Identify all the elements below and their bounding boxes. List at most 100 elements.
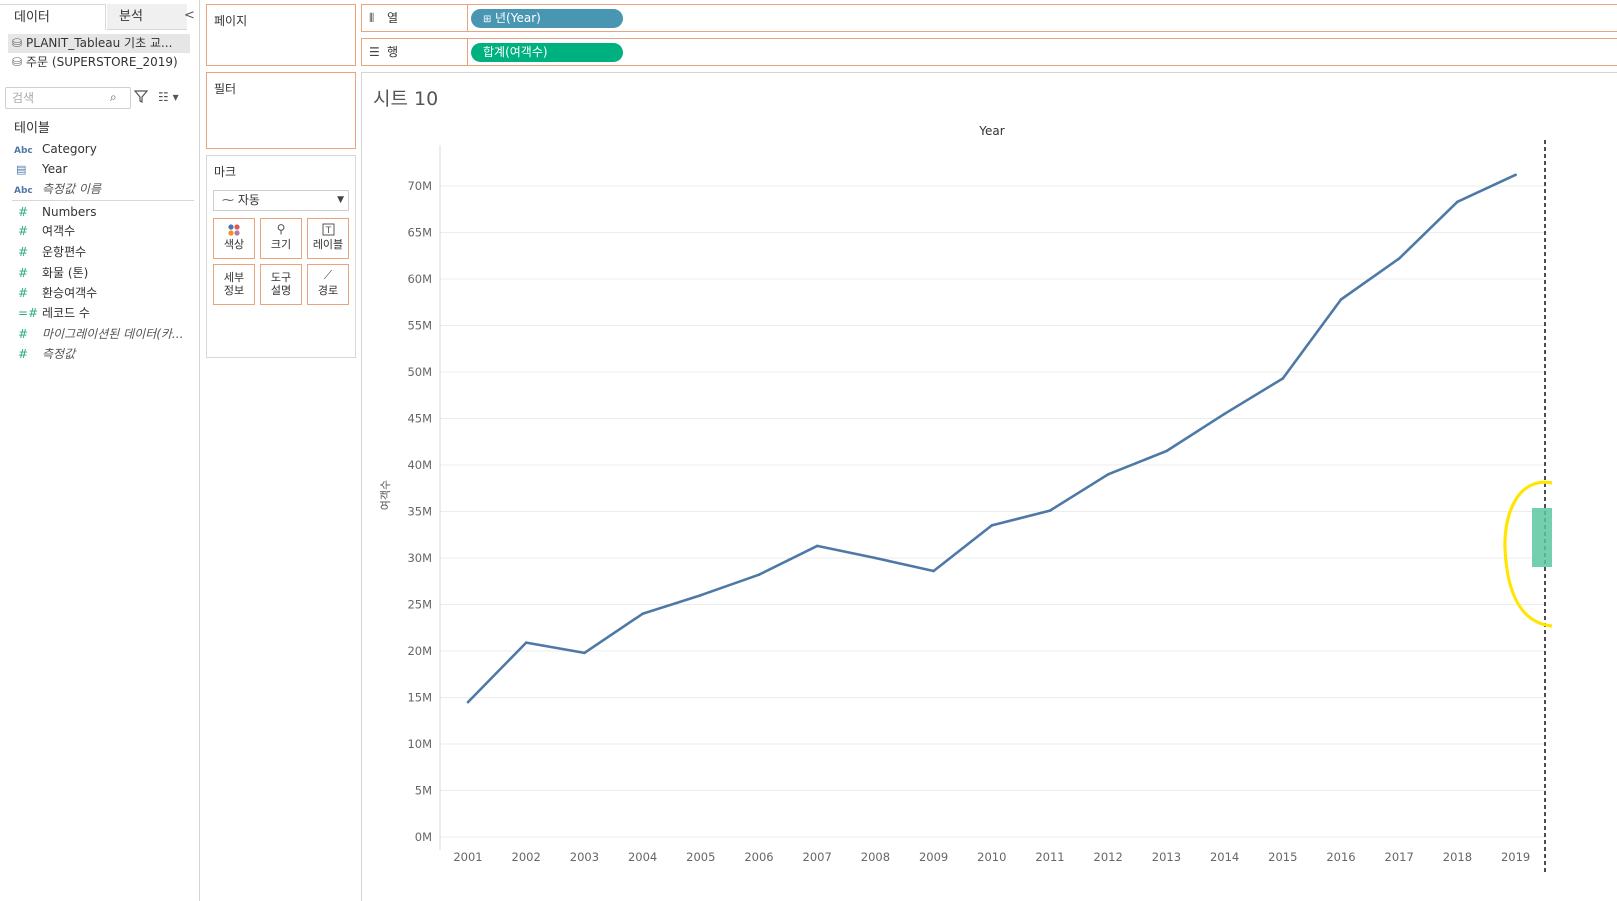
- color-button[interactable]: 색상: [213, 218, 255, 259]
- marks-title: 마크: [214, 165, 237, 179]
- line-chart[interactable]: Year 0M 5M 10M 15M 20M 25M 30M 35M 40M 45M 50M 55M 6…: [362, 115, 1612, 875]
- detail-button[interactable]: 세부 정보: [213, 264, 255, 305]
- data-point[interactable]: [1456, 200, 1459, 204]
- sheet-title[interactable]: 시트 10: [373, 88, 439, 110]
- mark-type-dropdown[interactable]: ⁓ 자동 ▼: [213, 190, 349, 211]
- string-type-icon: Abc: [14, 146, 33, 156]
- field-item[interactable]: ▤ Year: [14, 159, 194, 179]
- pages-shelf[interactable]: 페이지: [206, 4, 356, 66]
- y-tick-label: 20M: [407, 644, 432, 658]
- datasource-label: 주문 (SUPERSTORE_2019): [26, 55, 178, 69]
- string-type-icon: Abc: [14, 186, 33, 196]
- field-item[interactable]: # 마이그레이션된 데이터(카...: [14, 324, 194, 344]
- x-tick-label: 2019: [1501, 850, 1530, 864]
- calculated-measure-icon: =#: [18, 306, 39, 320]
- pane-tabs: 데이터 분석 <: [0, 4, 200, 30]
- pages-title: 페이지: [214, 14, 248, 28]
- measure-icon: #: [18, 327, 29, 341]
- columns-shelf-label: ⦀ 열: [362, 5, 468, 31]
- filter-icon[interactable]: [134, 89, 148, 103]
- y-tick-label: 60M: [407, 272, 432, 286]
- field-item[interactable]: # 화물 (톤): [14, 263, 194, 283]
- color-icon: [214, 223, 254, 238]
- chevron-down-icon: ▼: [337, 195, 344, 205]
- data-point[interactable]: [757, 573, 761, 577]
- data-point[interactable]: [1397, 257, 1401, 260]
- field-item[interactable]: # 운항편수: [14, 242, 194, 262]
- view-area[interactable]: [361, 72, 1617, 901]
- date-type-icon: ▤: [16, 163, 27, 176]
- search-icon[interactable]: ⌕: [110, 90, 117, 104]
- label-button[interactable]: T 레이블: [307, 218, 349, 259]
- data-point[interactable]: [466, 700, 470, 704]
- drop-target-box[interactable]: [1532, 508, 1552, 567]
- divider: [12, 200, 194, 201]
- x-tick-label: 2018: [1443, 850, 1472, 864]
- filters-title: 필터: [214, 82, 237, 96]
- path-button[interactable]: ⟋ 경로: [307, 264, 349, 305]
- field-item[interactable]: # Numbers: [14, 202, 194, 222]
- data-point[interactable]: [874, 556, 877, 560]
- filters-shelf[interactable]: 필터: [206, 72, 356, 149]
- rows-shelf-label: ☰ 행: [362, 39, 468, 65]
- x-tick-label: 2012: [1094, 850, 1123, 864]
- data-point[interactable]: [1514, 173, 1517, 177]
- data-point[interactable]: [641, 612, 644, 616]
- y-tick-label: 25M: [407, 598, 432, 612]
- field-item[interactable]: # 여객수: [14, 221, 194, 241]
- measure-icon: #: [18, 205, 29, 219]
- tab-data[interactable]: 데이터: [0, 4, 106, 30]
- field-item[interactable]: Abc 측정값 이름: [14, 179, 194, 199]
- data-point[interactable]: [524, 641, 528, 644]
- rows-shelf[interactable]: ☰ 행 합계(여객수): [361, 38, 1617, 66]
- tab-analysis[interactable]: 분석: [107, 4, 187, 30]
- data-point[interactable]: [699, 593, 703, 597]
- y-tick-label: 65M: [407, 226, 432, 240]
- measure-icon: #: [18, 266, 29, 280]
- size-button[interactable]: ⚲ 크기: [260, 218, 302, 259]
- x-tick-label: 2017: [1385, 850, 1414, 864]
- datasource-icon: ⛁: [11, 55, 23, 69]
- tables-heading: 테이블: [14, 121, 50, 136]
- collapse-pane-icon[interactable]: <: [184, 8, 195, 23]
- data-point[interactable]: [1339, 298, 1343, 301]
- y-tick-label: 45M: [407, 412, 432, 426]
- year-pill[interactable]: ⊞ 년(Year): [471, 9, 623, 28]
- data-point[interactable]: [932, 569, 935, 573]
- expand-icon[interactable]: ⊞: [483, 14, 492, 25]
- marks-card: 마크 ⁓ 자동 ▼ 색상 ⚲ 크기 T 레이블 세부 정보 도구 설명 ⟋ 경로: [206, 155, 356, 358]
- columns-shelf[interactable]: ⦀ 열 ⊞ 년(Year): [361, 4, 1617, 32]
- measure-icon: #: [18, 347, 29, 361]
- x-tick-label: 2001: [453, 850, 482, 864]
- y-tick-label: 0M: [415, 830, 432, 844]
- y-tick-label: 70M: [407, 179, 432, 193]
- measure-icon: #: [18, 224, 29, 238]
- data-point[interactable]: [990, 524, 994, 527]
- datasource-item[interactable]: ⛁ 주문 (SUPERSTORE_2019): [8, 53, 190, 72]
- tooltip-button[interactable]: 도구 설명: [260, 264, 302, 305]
- data-point[interactable]: [1106, 473, 1110, 476]
- columns-icon: ⦀: [369, 11, 375, 25]
- y-tick-label: 55M: [407, 319, 432, 333]
- data-point[interactable]: [1048, 509, 1052, 512]
- view-options-icon[interactable]: ☷ ▾: [158, 90, 179, 104]
- passengers-sum-pill[interactable]: 합계(여객수): [471, 43, 623, 62]
- field-item[interactable]: # 환승여객수: [14, 283, 194, 303]
- data-point[interactable]: [1281, 377, 1285, 380]
- rows-icon: ☰: [369, 45, 380, 59]
- data-point[interactable]: [1165, 449, 1168, 453]
- x-tick-label: 2015: [1268, 850, 1297, 864]
- series-line[interactable]: [467, 173, 1517, 704]
- y-tick-label: 40M: [407, 458, 432, 472]
- datasource-item[interactable]: ⛁ PLANIT_Tableau 기초 교...: [8, 34, 190, 53]
- field-item[interactable]: Abc Category: [14, 139, 194, 159]
- data-point[interactable]: [815, 544, 819, 548]
- y-tick-label: 30M: [407, 551, 432, 565]
- field-item[interactable]: # 측정값: [14, 344, 194, 364]
- data-point[interactable]: [1223, 412, 1226, 416]
- field-item[interactable]: =# 레코드 수: [14, 303, 194, 323]
- data-pane: 데이터 분석 < ⛁ PLANIT_Tableau 기초 교... ⛁ 주문 (SU…: [0, 0, 200, 901]
- measure-icon: #: [18, 286, 29, 300]
- data-point[interactable]: [583, 651, 586, 655]
- search-input[interactable]: 검색: [5, 87, 131, 109]
